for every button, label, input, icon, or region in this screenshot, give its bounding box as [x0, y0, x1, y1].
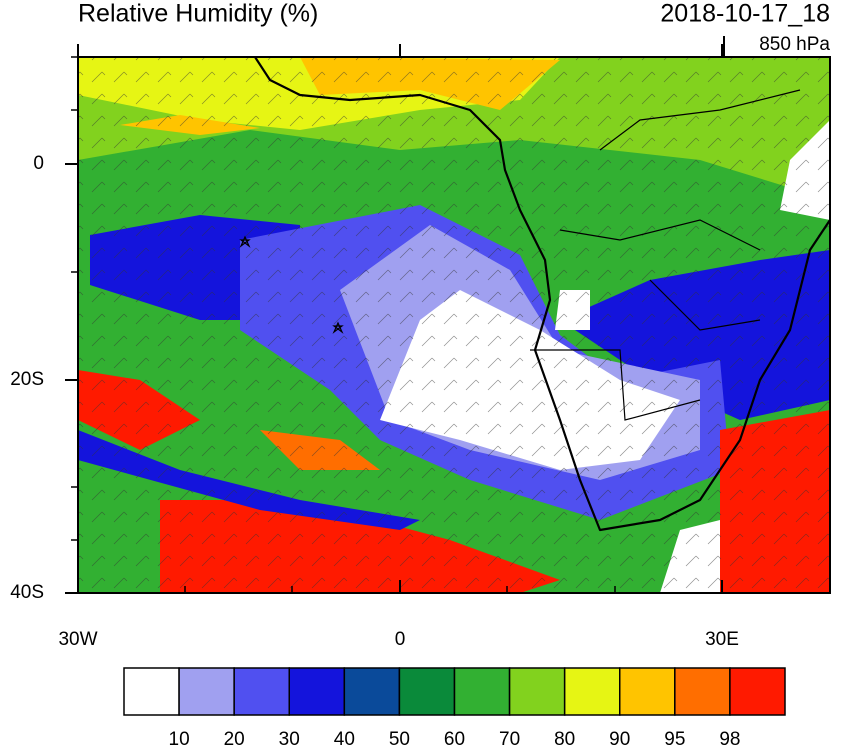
- colorbar-label: 98: [719, 729, 740, 750]
- x-tick-label: 30E: [705, 629, 739, 650]
- humidity-field: [78, 57, 830, 593]
- colorbar-label: 30: [279, 729, 300, 750]
- colorbar: 10 20 30 40 50 60 70 80 90 95 98: [123, 667, 786, 750]
- colorbar-label: 70: [499, 729, 520, 750]
- plot-frame: [77, 56, 831, 594]
- colorbar-label: 80: [554, 729, 575, 750]
- colorbar-label: 50: [389, 729, 410, 750]
- colorbar-swatch: [563, 667, 621, 716]
- colorbar-swatch: [619, 667, 676, 716]
- colorbar-label: 10: [169, 729, 190, 750]
- colorbar-swatch: [398, 667, 456, 716]
- colorbar-swatch: [674, 667, 731, 716]
- colorbar-label: 90: [609, 729, 630, 750]
- y-tick-label: 40S: [10, 582, 44, 603]
- x-tick-label: 0: [395, 629, 406, 650]
- x-tick-label: 30W: [58, 629, 97, 650]
- colorbar-swatch: [233, 667, 291, 716]
- pressure-level: 850 hPa: [759, 34, 830, 55]
- colorbar-label: 60: [444, 729, 465, 750]
- valid-time: 2018-10-17_18: [660, 0, 830, 28]
- colorbar-swatch: [453, 667, 511, 716]
- colorbar-label: 40: [334, 729, 355, 750]
- y-tick-label: 0: [33, 153, 44, 174]
- axes: 30W 0 30E 0 20S 40S: [10, 44, 831, 650]
- y-tick-label: 20S: [10, 369, 44, 390]
- station-markers: [239, 235, 344, 334]
- colorbar-label: 20: [224, 729, 245, 750]
- colorbar-swatch: [288, 667, 346, 716]
- country-borders: [530, 89, 801, 421]
- colorbar-swatch: [343, 667, 401, 716]
- colorbar-swatch: [729, 667, 786, 716]
- map-title: Relative Humidity (%): [78, 0, 318, 28]
- colorbar-label: 95: [664, 729, 685, 750]
- wind-barbs: [78, 57, 830, 593]
- colorbar-swatch: [178, 667, 235, 716]
- colorbar-swatch: [123, 667, 180, 716]
- colorbar-swatch: [508, 667, 566, 716]
